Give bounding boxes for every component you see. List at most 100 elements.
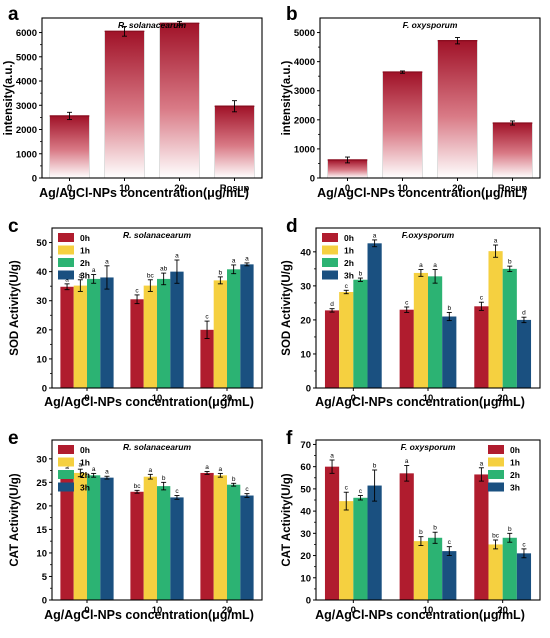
y-tick-label: 5 <box>42 572 48 583</box>
x-tick-label: 20 <box>222 393 233 404</box>
plot-frame <box>51 439 263 601</box>
x-tick-label: 0 <box>351 393 356 404</box>
y-tick-label: 60 <box>300 462 311 473</box>
bar-2h-0 <box>353 497 368 600</box>
bar-1h-0 <box>339 292 354 388</box>
significance-letter: c <box>245 486 249 493</box>
significance-letter: c <box>345 283 349 290</box>
bar-1h-0 <box>73 285 87 388</box>
bar-3h-0 <box>367 485 382 600</box>
legend-swatch-0h <box>322 233 338 242</box>
x-tick-label: 10 <box>119 183 130 194</box>
legend-swatch-2h <box>58 470 74 479</box>
bar-3h-20 <box>516 319 532 388</box>
significance-letter: d <box>330 301 334 308</box>
y-tick-label: 30 <box>300 529 311 540</box>
x-tick-label: 10 <box>152 605 163 616</box>
bar-0h-10 <box>399 309 414 388</box>
significance-letter: d <box>522 310 526 317</box>
panel-b: b 0 1000 2000 3000 4000 5000 0 10 20 Rosup F. oxysp… <box>281 4 541 200</box>
y-tick-label: 50 <box>300 484 311 495</box>
panel-label: a <box>8 4 19 25</box>
legend-swatch-0h <box>488 445 504 454</box>
panel-title: R. solanacearum <box>123 442 191 452</box>
bar-2h-0 <box>87 475 101 600</box>
significance-letter: a <box>175 253 179 260</box>
bar-1h-20 <box>488 544 503 600</box>
y-tick-label: 2000 <box>16 125 37 136</box>
plot-frame <box>315 227 541 389</box>
bar-0h-20 <box>474 474 489 600</box>
legend-label: 0h <box>80 233 90 243</box>
bar-2h-10 <box>157 486 171 600</box>
bar-3h-0 <box>100 477 114 600</box>
bar-2h-20 <box>502 537 517 600</box>
plot-frame <box>41 17 263 179</box>
significance-letter: c <box>345 485 349 492</box>
bar-2h-20 <box>227 269 241 388</box>
bar-1h-0 <box>73 472 87 600</box>
bar-0h-10 <box>130 299 144 388</box>
y-tick-label: 10 <box>36 548 47 559</box>
y-tick-label: 0 <box>42 384 47 395</box>
significance-letter: a <box>405 458 409 465</box>
significance-letter: a <box>79 462 83 469</box>
significance-letter: bc <box>147 272 155 279</box>
y-tick-label: 0 <box>306 596 311 607</box>
y-tick-label: 1000 <box>294 144 315 155</box>
y-tick-label: 10 <box>300 349 311 360</box>
panel-label: b <box>286 4 298 25</box>
x-tick-label: 20 <box>174 183 185 194</box>
panel-label: e <box>8 428 19 449</box>
y-tick-label: 1000 <box>16 149 37 160</box>
bar-2h-10 <box>428 276 443 388</box>
significance-letter: c <box>405 299 409 306</box>
bar-3h-10 <box>442 316 457 388</box>
bar-0h-20 <box>200 472 214 600</box>
significance-letter: a <box>330 453 334 460</box>
x-axis-label: Ag/AgCl-NPs concentration(μg/mL) <box>39 186 249 200</box>
legend-label: 3h <box>80 483 90 493</box>
y-tick-label: 30 <box>300 281 311 292</box>
significance-letter: c <box>205 314 209 321</box>
legend-swatch-1h <box>488 457 504 467</box>
significance-letter: b <box>447 305 451 312</box>
legend-label: 1h <box>80 246 90 256</box>
significance-letter: a <box>232 257 236 264</box>
bar-3h-20 <box>240 495 254 600</box>
bar-value-10 <box>104 31 145 179</box>
legend-swatch-1h <box>322 245 338 255</box>
bar-3h-10 <box>170 271 184 388</box>
panel-d: d 0 10 20 30 40 0 d c b a 10 c a a b 20 c a b d F.oxysporum Ag… <box>281 216 541 409</box>
significance-letter: a <box>65 464 69 471</box>
significance-letter: a <box>494 238 498 245</box>
significance-letter: a <box>245 255 249 262</box>
y-tick-label: 4000 <box>294 57 315 68</box>
y-axis-label: intensity(a.u.) <box>3 60 15 135</box>
bar-0h-10 <box>130 491 144 600</box>
y-tick-label: 20 <box>36 501 47 512</box>
y-axis-label: CAT Activity(U/g) <box>9 473 21 566</box>
y-tick-label: 50 <box>36 238 47 249</box>
bar-1h-10 <box>413 541 428 600</box>
x-tick-label: 0 <box>84 605 89 616</box>
x-tick-label: 0 <box>84 393 89 404</box>
bar-1h-10 <box>143 285 157 388</box>
significance-letter: bc <box>492 533 500 540</box>
legend-swatch-0h <box>58 233 74 242</box>
x-tick-label: 20 <box>452 183 463 194</box>
legend-swatch-2h <box>322 258 338 267</box>
legend-label: 2h <box>344 258 354 268</box>
significance-letter: c <box>359 488 363 495</box>
panel-title: F. oxysporum <box>401 442 456 452</box>
panel-title: F. oxysporum <box>403 20 458 30</box>
significance-letter: a <box>419 262 423 269</box>
legend: 0h 1h 2h 3h <box>58 445 90 493</box>
bar-0h-0 <box>60 472 74 600</box>
x-axis-label: Ag/AgCl-NPs concentration(μg/mL) <box>44 395 254 409</box>
x-axis-label: Ag/AgCl-NPs concentration(μg/mL) <box>315 608 525 622</box>
y-tick-label: 3000 <box>16 101 37 112</box>
